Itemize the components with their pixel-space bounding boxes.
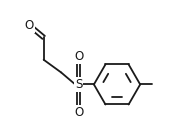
Text: O: O [74, 106, 83, 119]
Text: S: S [75, 78, 83, 91]
Text: O: O [25, 19, 34, 32]
Text: O: O [74, 50, 83, 63]
